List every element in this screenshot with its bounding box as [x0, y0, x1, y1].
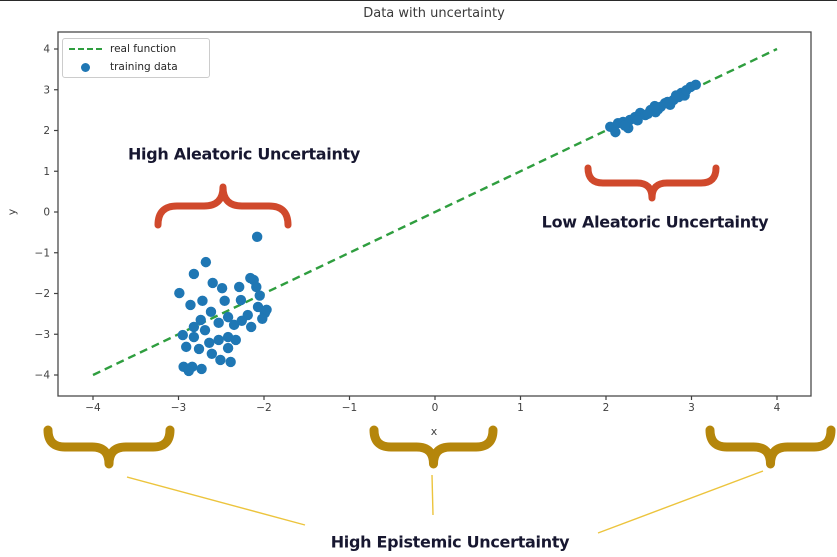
- training-data-point: [216, 283, 228, 294]
- training-data-point: [251, 231, 263, 243]
- training-data-point: [193, 343, 205, 355]
- x-tick-label: 4: [774, 402, 781, 414]
- training-data-point: [662, 96, 673, 108]
- training-data-point: [177, 329, 188, 341]
- low-aleatoric-brace: [584, 164, 720, 202]
- x-tick-label: 2: [603, 402, 610, 414]
- training-data-point: [188, 331, 200, 343]
- training-data-point: [197, 295, 208, 307]
- training-data-point: [174, 287, 185, 299]
- training-data-point: [183, 365, 194, 377]
- training-data-point: [245, 321, 257, 333]
- training-data-point: [200, 256, 212, 268]
- x-tick-label: 1: [517, 402, 524, 414]
- training-data-point: [207, 277, 218, 289]
- training-data-point: [245, 272, 256, 284]
- legend-label: training data: [110, 61, 178, 73]
- training-data-point: [195, 314, 206, 326]
- x-tick-label: −1: [342, 402, 357, 414]
- x-tick-label: 0: [432, 402, 439, 414]
- training-data-point: [199, 324, 211, 336]
- low-aleatoric-label: Low Aleatoric Uncertainty: [541, 212, 769, 232]
- y-tick-label: 0: [43, 207, 50, 219]
- training-data-point: [670, 90, 682, 101]
- training-data-point: [642, 108, 654, 119]
- epistemic-connector-line: [431, 474, 434, 516]
- epistemic-brace-mid: [369, 425, 498, 469]
- dot-swatch-icon: [81, 62, 90, 72]
- high-epistemic-label: High Epistemic Uncertainty: [330, 532, 570, 552]
- x-tick-label: −4: [85, 402, 101, 414]
- training-data-point: [234, 281, 245, 293]
- epistemic-brace-right: [705, 425, 836, 469]
- high-aleatoric-brace: [154, 183, 292, 229]
- training-data-point: [254, 290, 265, 301]
- training-data-point: [236, 315, 247, 327]
- dot-swatch-wrap: [69, 62, 102, 72]
- y-axis-label: y: [5, 208, 19, 216]
- y-tick-label: 4: [43, 44, 50, 56]
- dashed-line-swatch-icon: [69, 48, 102, 50]
- training-data-point: [619, 120, 631, 131]
- y-tick-label: 2: [43, 125, 50, 137]
- training-data-point: [261, 304, 272, 315]
- training-data-point: [196, 363, 207, 375]
- epistemic-connector-line: [597, 470, 764, 534]
- legend-item-real-function: real function: [69, 42, 203, 57]
- epistemic-brace-left: [43, 425, 175, 469]
- training-data-point: [205, 306, 217, 318]
- training-data-point: [225, 356, 236, 368]
- training-data-point: [222, 311, 234, 323]
- training-data-point: [252, 301, 264, 313]
- training-data-point: [215, 354, 226, 366]
- training-data-point: [204, 337, 215, 349]
- x-tick-label: 3: [688, 402, 695, 414]
- x-tick-label: −2: [256, 402, 271, 414]
- training-data-point: [180, 341, 192, 353]
- training-data-point: [213, 334, 224, 346]
- training-data-point: [235, 294, 247, 306]
- training-data-point: [219, 295, 230, 307]
- y-tick-label: −3: [35, 329, 50, 341]
- training-data-point: [222, 342, 234, 354]
- chart-title: Data with uncertainty: [363, 6, 505, 21]
- y-tick-label: −4: [35, 370, 51, 382]
- high-aleatoric-label: High Aleatoric Uncertainty: [127, 144, 361, 164]
- legend-label: real function: [110, 43, 177, 55]
- training-data-point: [690, 79, 701, 91]
- x-tick-label: −3: [171, 402, 186, 414]
- training-data-point: [632, 115, 643, 126]
- training-data-point: [257, 313, 268, 324]
- training-data-point: [206, 348, 218, 360]
- training-data-point: [251, 281, 262, 293]
- training-data-point: [230, 334, 241, 346]
- training-data-point: [610, 126, 621, 138]
- y-tick-label: 3: [43, 84, 50, 96]
- legend-item-training-data: training data: [69, 60, 203, 75]
- x-axis-label: x: [430, 425, 438, 438]
- training-data-point: [228, 319, 240, 331]
- training-data-point: [213, 317, 224, 329]
- training-data-point: [188, 321, 200, 333]
- training-data-point: [649, 100, 660, 112]
- legend: real function training data: [62, 38, 210, 78]
- y-tick-label: −2: [35, 288, 50, 300]
- epistemic-connector-line: [126, 476, 306, 526]
- y-tick-label: 1: [43, 166, 50, 178]
- training-data-point: [185, 299, 196, 311]
- y-tick-label: −1: [35, 247, 50, 259]
- training-data-point: [188, 268, 200, 280]
